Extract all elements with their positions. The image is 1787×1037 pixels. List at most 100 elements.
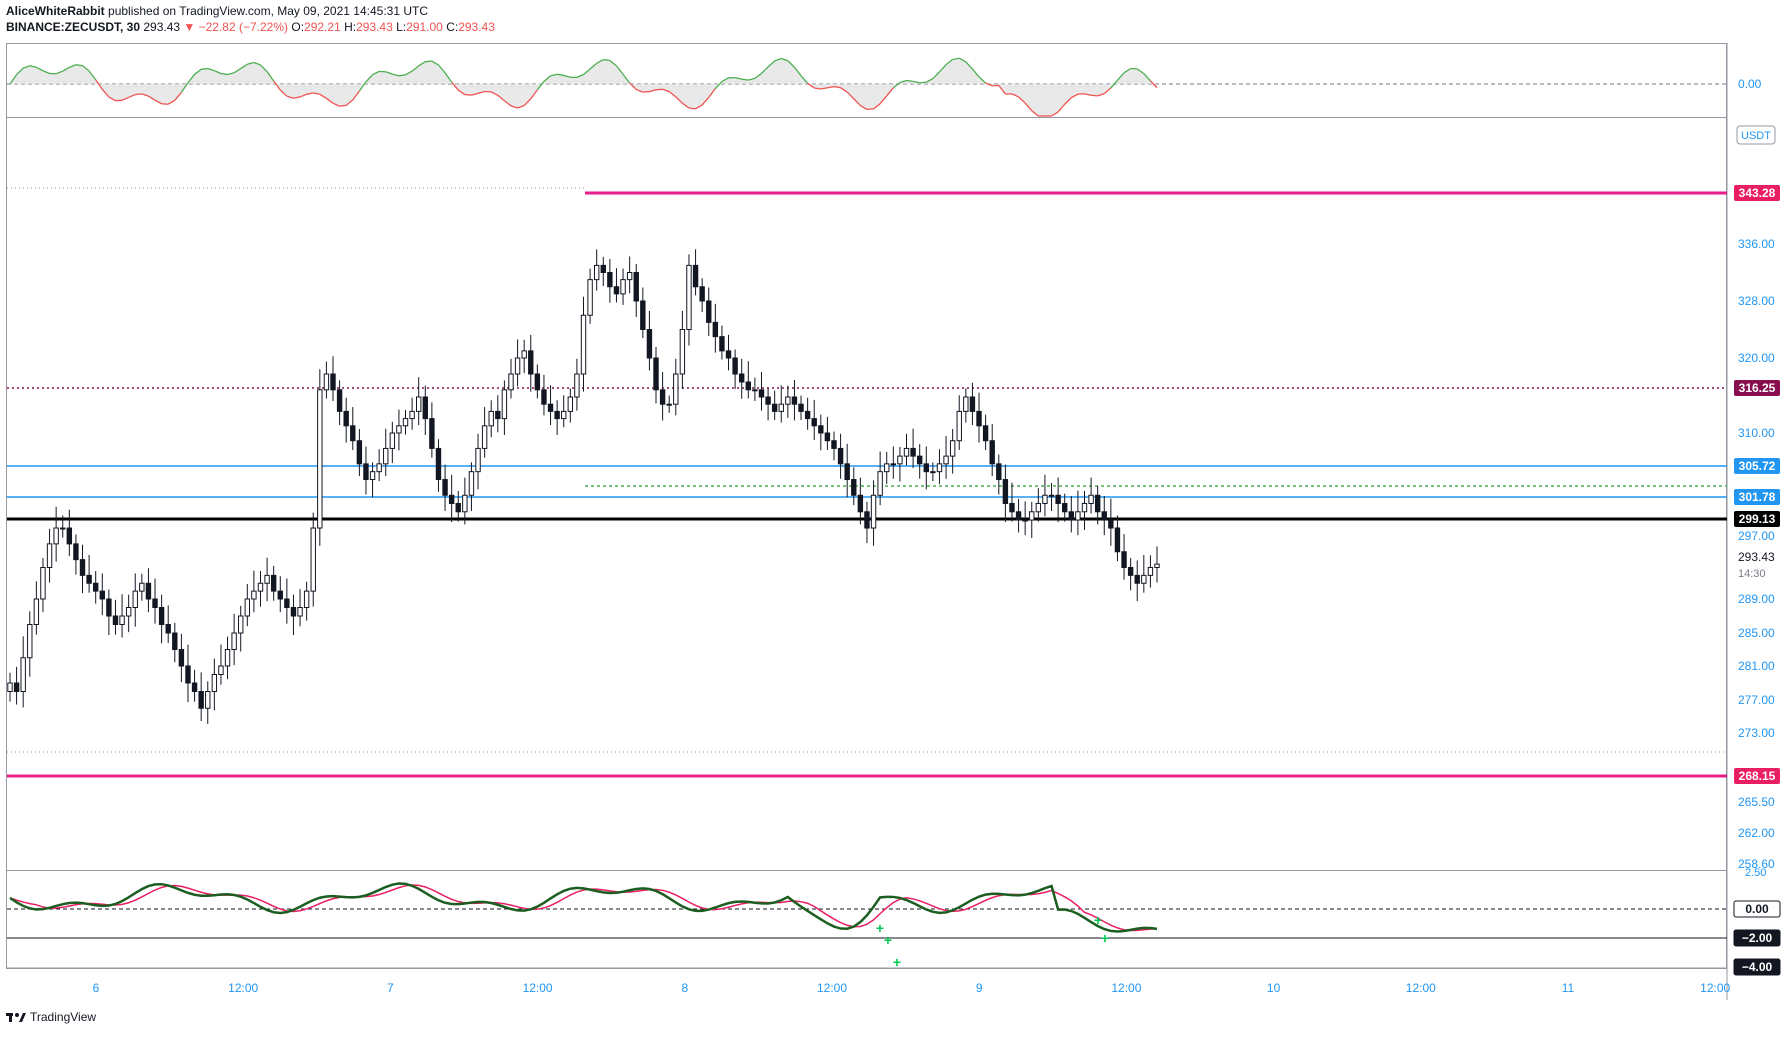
candle-body [1002, 479, 1009, 504]
top-osc-segment [793, 66, 802, 77]
top-osc-segment [437, 64, 446, 74]
top-osc-segment [681, 102, 690, 109]
candle-body [943, 455, 949, 465]
top-osc-segment [774, 57, 782, 62]
top-osc-segment [135, 93, 142, 96]
candle-body [475, 447, 481, 473]
candle-body [547, 403, 554, 412]
level-price-tag [1734, 511, 1780, 527]
top-osc-segment [827, 85, 835, 89]
close-value: 293.43 [458, 20, 495, 34]
author-name[interactable]: AliceWhiteRabbit [6, 4, 105, 18]
candle-body [791, 396, 798, 405]
candle-body [996, 463, 1002, 481]
top-osc-segment [892, 81, 901, 89]
top-osc-segment [411, 65, 420, 72]
candle-body [534, 373, 541, 391]
candle-body [73, 543, 79, 561]
time-axis[interactable]: 6 12:00 7 12:00 8 12:00 9 12:00 10 12:00 11 12:00 [93, 981, 1731, 995]
candle-body [389, 432, 396, 449]
candle-body [607, 272, 613, 288]
top-osc-segment [174, 91, 182, 101]
price-tick-label: 285.00 [1738, 626, 1775, 640]
top-osc-segment [358, 81, 367, 92]
top-osc-segment [536, 80, 545, 91]
high-value: 293.43 [356, 20, 393, 34]
cross-signal-marker: + [1101, 930, 1109, 946]
top-osc-segment [425, 60, 432, 63]
time-tick-label: 7 [387, 981, 394, 995]
candle-body [244, 598, 251, 617]
candle-body [416, 396, 422, 412]
candle-body [587, 279, 593, 316]
cross-signal-marker: + [876, 920, 884, 936]
time-tick-label: 12:00 [817, 981, 847, 995]
top-osc-segment [899, 79, 907, 84]
price-axis[interactable]: USDT 336.00 328.00 320.00 310.00 297.00 289.00… [1736, 125, 1776, 871]
candle-body [257, 582, 264, 592]
top-osc-segment [708, 88, 716, 98]
candle-body [481, 425, 488, 449]
horizontal-levels [7, 187, 1727, 778]
top-osc-segment [299, 93, 307, 98]
time-tick-label: 11 [1562, 981, 1575, 995]
top-osc-segment [589, 62, 598, 70]
candle-body [323, 373, 330, 391]
candle-body [264, 574, 270, 584]
top-osc-segment [985, 82, 993, 87]
top-osc-segment [668, 91, 677, 98]
candle-body [923, 463, 929, 473]
top-osc-segment [339, 104, 347, 107]
candle-body [732, 357, 738, 375]
time-tick-label: 12:00 [1700, 981, 1730, 995]
level-price-tag [1734, 458, 1780, 474]
candle-body [238, 615, 244, 634]
candle-body [79, 559, 86, 576]
candle-body [27, 624, 33, 659]
bottom-osc-signal-line [9, 884, 1158, 932]
candle-body [554, 410, 560, 420]
top-osc-segment [1123, 67, 1131, 74]
candle-body [877, 471, 883, 496]
top-osc-segment [1143, 73, 1151, 82]
top-osc-segment [649, 89, 657, 93]
tradingview-brand[interactable]: TradingView [30, 1010, 97, 1024]
candle-body [936, 463, 943, 473]
top-osc-segment [471, 92, 479, 96]
footer: TradingView [6, 1010, 96, 1024]
candle-body [620, 279, 626, 295]
candle-body [205, 691, 211, 709]
candle-body [1101, 511, 1107, 521]
top-osc-segment [29, 65, 37, 68]
tradingview-logo-icon[interactable] [6, 1010, 26, 1024]
candle-body [890, 463, 897, 466]
candle-body [712, 321, 719, 338]
candle-body [343, 410, 349, 427]
top-osc-segment [253, 61, 261, 66]
top-osc-segment [675, 96, 683, 104]
candle-body [884, 463, 890, 473]
candle-body [771, 403, 778, 412]
top-osc-segment [622, 73, 631, 84]
price-tick-label: 262.00 [1738, 826, 1775, 840]
candle-body [396, 425, 402, 434]
top-osc-segment [392, 73, 400, 77]
candle-body [99, 590, 105, 600]
top-osc-segment [345, 99, 354, 106]
top-osc-segment [642, 90, 650, 93]
candle-body [593, 264, 600, 281]
candle-body [152, 598, 158, 608]
candle-body [653, 357, 659, 391]
candlestick-series [7, 249, 1160, 724]
top-osc-segment [1031, 110, 1039, 117]
candle-body [1134, 574, 1140, 584]
candle-body [785, 396, 791, 405]
top-osc-segment [655, 88, 663, 91]
candle-body [7, 682, 13, 692]
candle-body [673, 373, 679, 405]
candle-body [567, 396, 574, 412]
symbol-name[interactable]: BINANCE:ZECUSDT, 30 [6, 20, 141, 34]
candle-body [165, 624, 171, 634]
top-osc-segment [695, 104, 703, 110]
